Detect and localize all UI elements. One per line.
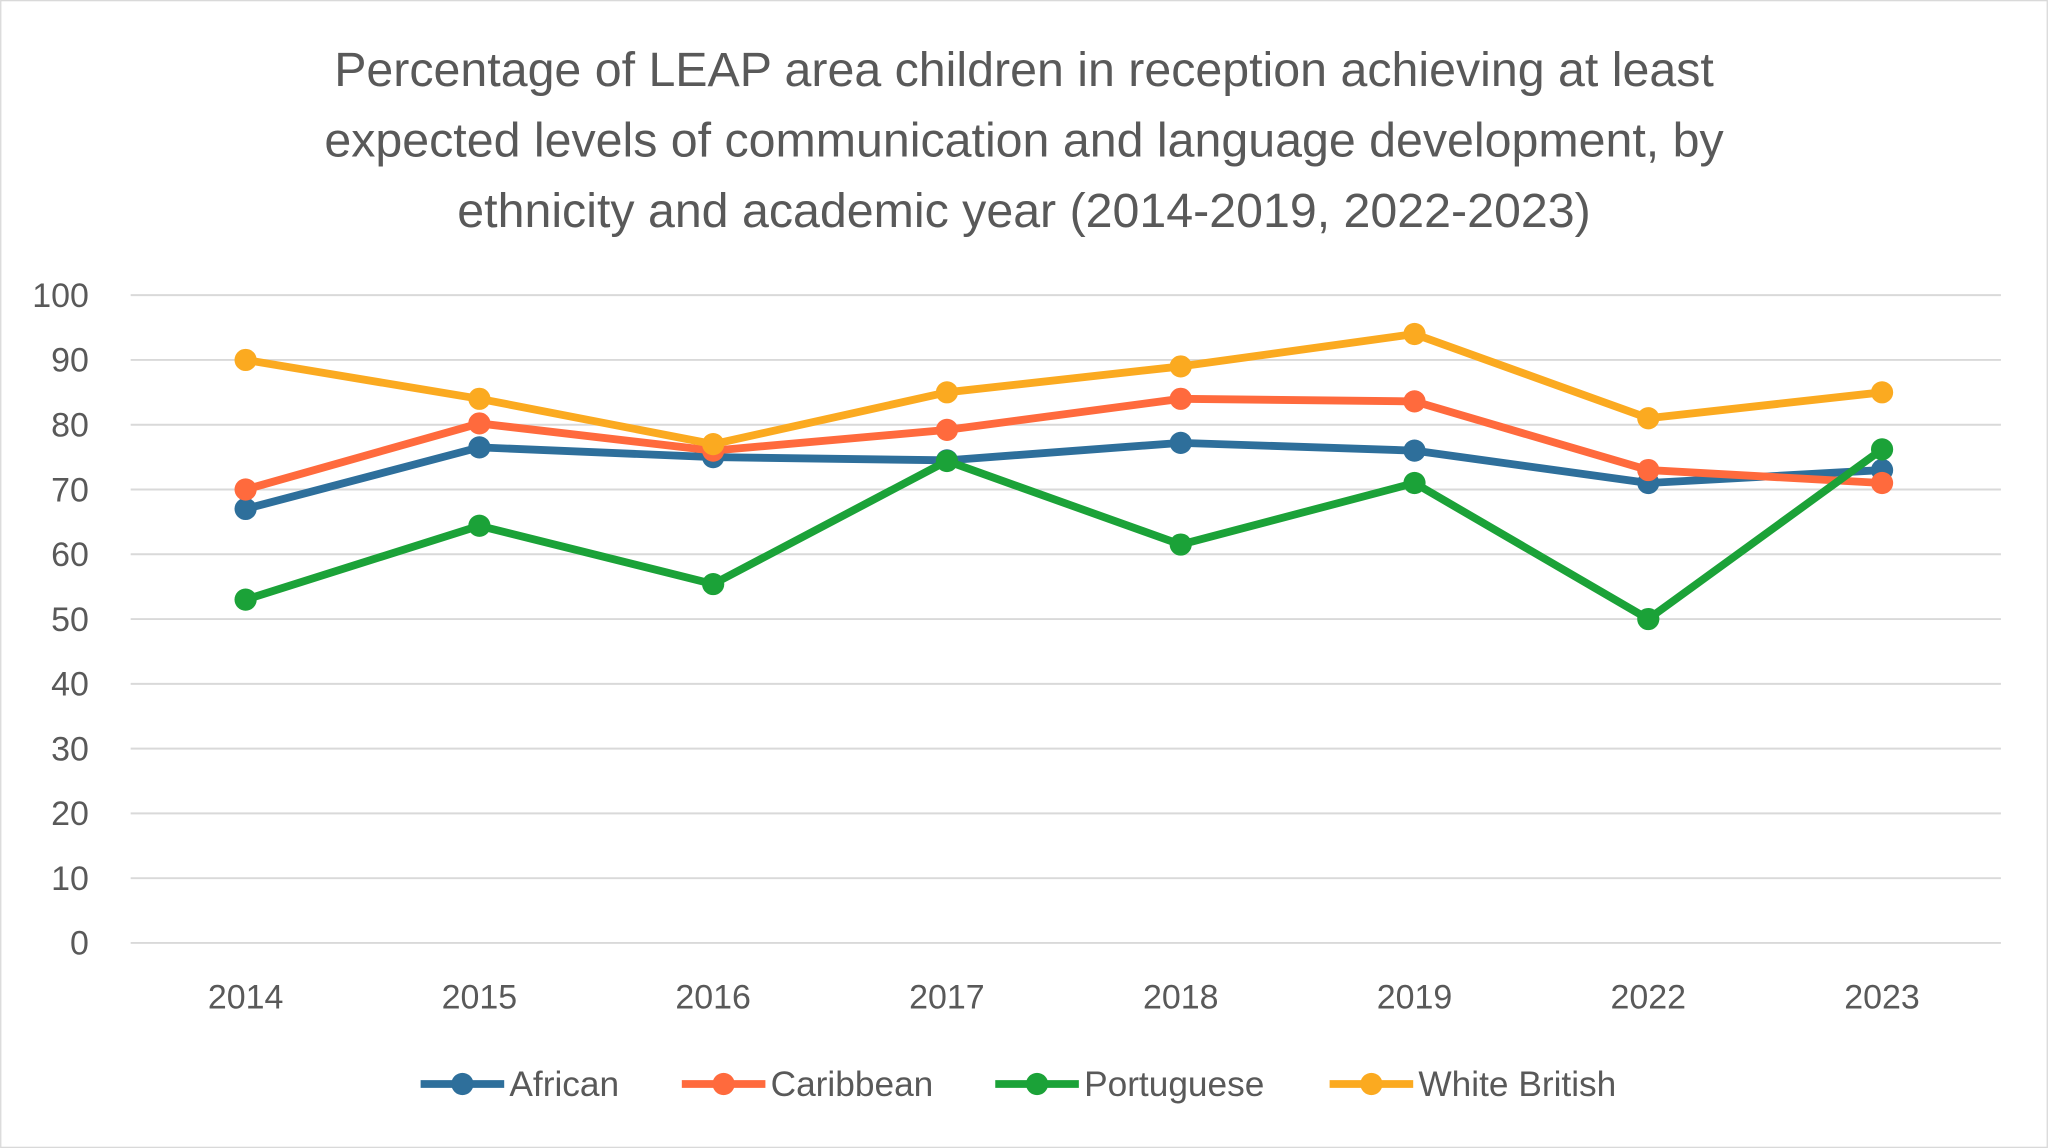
data-point xyxy=(468,387,491,410)
data-point xyxy=(1870,438,1894,461)
y-axis-ticks: 0 10 20 30 40 50 60 70 80 90 100 xyxy=(32,277,89,963)
x-tick-label: 2022 xyxy=(1611,978,1687,1016)
data-point xyxy=(468,412,491,435)
gridlines xyxy=(130,294,2001,944)
data-point xyxy=(1637,458,1660,482)
x-tick-label: 2017 xyxy=(909,978,984,1016)
legend-item: White British xyxy=(1329,1065,1616,1104)
series-caribbean xyxy=(234,387,1894,501)
legend-label: African xyxy=(509,1065,619,1104)
data-point xyxy=(1403,322,1426,346)
data-point xyxy=(935,418,959,442)
data-point xyxy=(468,514,491,537)
data-point xyxy=(935,449,959,473)
legend-item: African xyxy=(420,1065,619,1104)
data-point xyxy=(1403,439,1426,462)
y-tick-label: 10 xyxy=(51,860,89,898)
y-tick-label: 0 xyxy=(70,925,89,963)
data-point xyxy=(234,497,257,521)
x-tick-label: 2019 xyxy=(1377,978,1453,1016)
y-tick-label: 80 xyxy=(51,406,89,444)
data-point xyxy=(1870,471,1894,495)
chart-title-line-3: ethnicity and academic year (2014-2019, … xyxy=(457,184,1590,238)
legend-swatch-marker xyxy=(1025,1072,1049,1096)
y-tick-label: 30 xyxy=(51,730,89,768)
data-point xyxy=(1403,390,1426,413)
series-line xyxy=(244,446,1885,623)
data-point xyxy=(468,436,491,459)
x-axis-ticks: 2014 2015 2016 2017 2018 2019 2022 2023 xyxy=(208,978,1920,1016)
legend-swatch-marker xyxy=(451,1072,474,1096)
y-tick-label: 100 xyxy=(32,277,89,315)
x-tick-label: 2023 xyxy=(1844,978,1920,1016)
series-line xyxy=(244,438,1883,513)
y-tick-label: 70 xyxy=(51,471,89,509)
data-point xyxy=(234,348,257,372)
series-line xyxy=(244,394,1883,494)
legend-swatch-marker xyxy=(712,1072,735,1096)
x-tick-label: 2014 xyxy=(208,978,283,1016)
y-tick-label: 60 xyxy=(51,536,89,574)
y-tick-label: 20 xyxy=(51,795,89,833)
x-tick-label: 2018 xyxy=(1143,978,1219,1016)
chart-title-line-1: Percentage of LEAP area children in rece… xyxy=(334,43,1714,97)
chart-title-line-2: expected levels of communication and lan… xyxy=(324,114,1724,168)
series-portuguese xyxy=(234,438,1894,631)
legend: African Caribbean Portuguese White British xyxy=(420,1065,1616,1104)
series-line xyxy=(244,330,1883,449)
legend-item: Caribbean xyxy=(681,1065,934,1104)
x-tick-label: 2016 xyxy=(675,978,750,1016)
data-point xyxy=(702,433,725,456)
data-point xyxy=(1169,387,1192,410)
series-african xyxy=(234,431,1894,521)
data-point xyxy=(1169,431,1192,454)
legend-label: Portuguese xyxy=(1084,1065,1264,1104)
data-point xyxy=(702,572,725,596)
data-point xyxy=(1169,533,1192,556)
data-point xyxy=(1169,355,1192,378)
data-point xyxy=(935,381,959,404)
data-point xyxy=(1637,407,1660,430)
legend-label: White British xyxy=(1418,1065,1616,1104)
data-point xyxy=(1403,471,1426,495)
series-lines xyxy=(234,322,1894,631)
legend-swatch-marker xyxy=(1360,1072,1383,1096)
legend-label: Caribbean xyxy=(771,1065,934,1104)
data-point xyxy=(234,588,257,611)
y-tick-label: 90 xyxy=(51,342,89,380)
y-tick-label: 40 xyxy=(51,666,89,704)
series-white-british xyxy=(234,322,1894,456)
data-point xyxy=(1637,607,1660,631)
data-point xyxy=(1870,381,1894,404)
data-point xyxy=(234,478,257,501)
legend-item: Portuguese xyxy=(995,1065,1264,1104)
y-tick-label: 50 xyxy=(51,601,89,639)
x-tick-label: 2015 xyxy=(442,978,518,1016)
